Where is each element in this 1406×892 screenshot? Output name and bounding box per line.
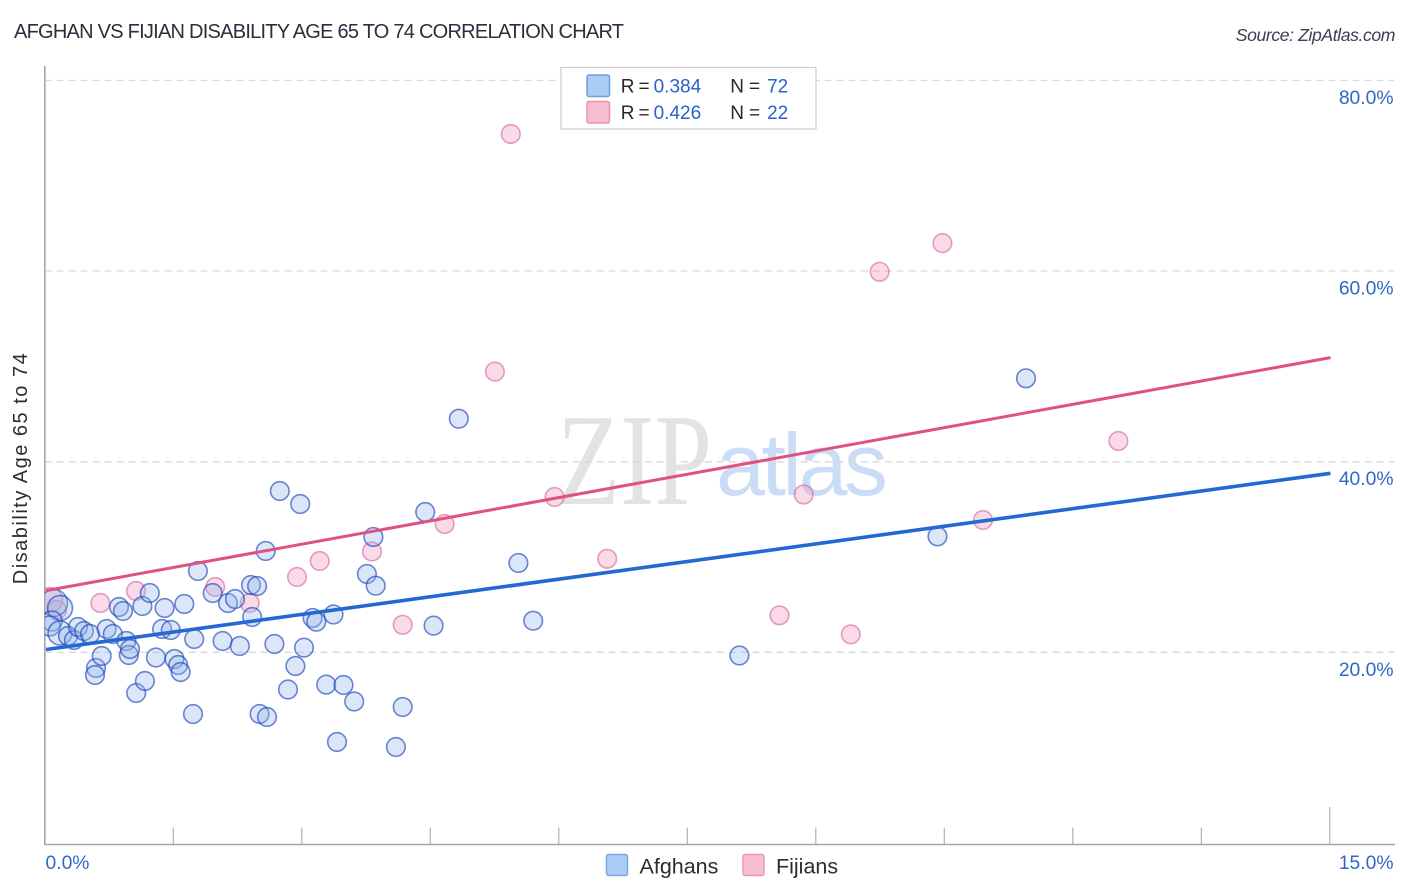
svg-text:72: 72 [767,77,788,98]
svg-text:0.384: 0.384 [654,77,702,98]
svg-text:Afghans: Afghans [640,855,719,879]
svg-text:R: R [621,77,635,98]
svg-text:ZIP: ZIP [557,388,712,533]
svg-text:60.0%: 60.0% [1339,278,1394,299]
svg-text:=: = [749,77,760,98]
svg-text:N: N [730,103,744,124]
svg-text:N: N [730,77,744,98]
svg-text:22: 22 [767,103,788,124]
svg-text:=: = [639,77,650,98]
svg-text:20.0%: 20.0% [1339,660,1394,681]
svg-text:=: = [749,103,760,124]
svg-text:15.0%: 15.0% [1339,853,1394,874]
svg-text:Disability Age 65 to 74: Disability Age 65 to 74 [10,352,32,584]
svg-text:Fijians: Fijians [776,855,838,879]
svg-text:80.0%: 80.0% [1339,88,1394,109]
svg-text:0.0%: 0.0% [46,853,90,874]
svg-text:40.0%: 40.0% [1339,469,1394,490]
svg-text:=: = [639,103,650,124]
svg-text:0.426: 0.426 [654,103,702,124]
svg-text:R: R [621,103,635,124]
